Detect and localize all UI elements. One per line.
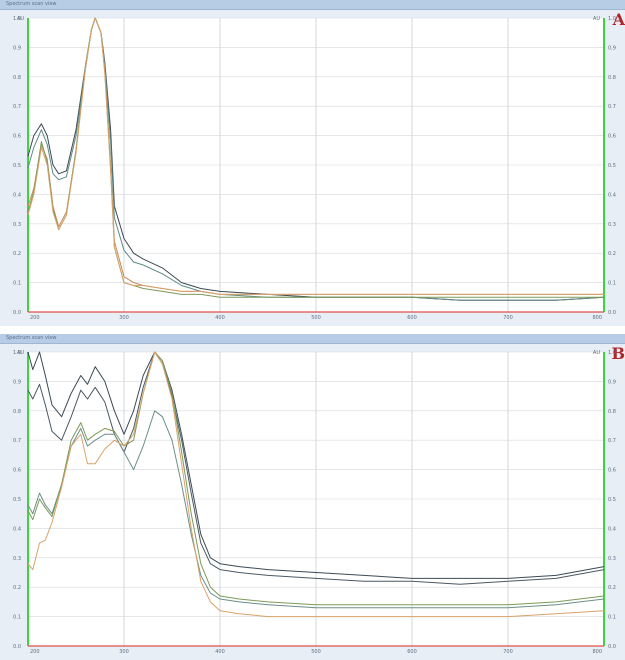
y-tick-label-right: 0.2 (608, 585, 616, 591)
y-tick-label-left: 0.7 (13, 438, 21, 444)
y-tick-label-left: 0.4 (13, 526, 21, 532)
x-tick-label: 400 (215, 315, 225, 321)
x-tick-label: 800 (592, 315, 602, 321)
x-tick-label: 500 (311, 649, 321, 655)
x-tick-label: 200 (30, 315, 40, 321)
y-tick-label-left: 0.6 (13, 468, 21, 474)
y-unit-right: AU (593, 16, 600, 22)
y-tick-label-left: 0.2 (13, 251, 21, 257)
series-line (27, 351, 605, 618)
window-title: Spectrum scan view (6, 335, 57, 341)
y-tick-label-left: 0.5 (13, 163, 21, 169)
y-tick-label-right: 0.4 (608, 192, 616, 198)
y-tick-label-right: 0.1 (608, 281, 616, 287)
spectrum-panel-a: Spectrum scan view A AU AU 0.0 0.0 0.1 0.1 0.2… (0, 0, 625, 326)
y-tick-label-left: 0.5 (13, 497, 21, 503)
y-tick-label-right: 0.2 (608, 251, 616, 257)
y-tick-label-left: 1.0 (13, 350, 21, 356)
y-tick-label-right: 0.8 (608, 409, 616, 415)
spectrum-chart-a: AU AU 0.0 0.0 0.1 0.1 0.2 0.2 0.3 0.3 0.4 0.4 0.5 0.5… (13, 16, 616, 321)
series-line (27, 17, 604, 295)
y-tick-label-right: 0.8 (608, 75, 616, 81)
window-titlebar: Spectrum scan view (0, 334, 625, 344)
spectrum-chart-b: AU AU 0.0 0.0 0.1 0.1 0.2 0.2 0.3 0.3 0.4 0.4 0.5 0.5… (13, 350, 616, 655)
x-tick-label: 400 (215, 649, 225, 655)
y-tick-label-left: 0.3 (13, 556, 21, 562)
window-titlebar: Spectrum scan view (0, 0, 625, 10)
spectrum-panel-b: Spectrum scan view B AU AU 0.0 0.0 0.1 0.1 0.2… (0, 334, 625, 660)
y-unit-right: AU (593, 350, 600, 356)
y-tick-label-right: 0.0 (608, 310, 616, 316)
y-tick-label-left: 0.4 (13, 192, 21, 198)
y-tick-label-right: 0.6 (608, 468, 616, 474)
x-tick-label: 600 (407, 649, 417, 655)
y-tick-label-right: 0.9 (608, 379, 616, 385)
x-tick-label: 500 (311, 315, 321, 321)
y-tick-label-right: 1.0 (608, 16, 616, 22)
y-tick-label-left: 1.0 (13, 16, 21, 22)
x-tick-label: 800 (592, 649, 602, 655)
y-tick-label-left: 0.3 (13, 222, 21, 228)
y-tick-label-right: 0.0 (608, 644, 616, 650)
y-tick-label-right: 0.9 (608, 45, 616, 51)
y-unit-left: AU (17, 16, 24, 22)
panel-label: A (612, 10, 625, 29)
y-tick-label-left: 0.8 (13, 409, 21, 415)
y-tick-label-right: 0.7 (608, 438, 616, 444)
panel-label: B (611, 344, 625, 363)
x-tick-label: 600 (407, 315, 417, 321)
x-tick-label: 700 (503, 315, 513, 321)
y-tick-label-right: 0.5 (608, 163, 616, 169)
y-tick-label-left: 0.1 (13, 615, 21, 621)
y-tick-label-left: 0.9 (13, 45, 21, 51)
y-tick-label-right: 0.3 (608, 222, 616, 228)
y-tick-label-left: 0.8 (13, 75, 21, 81)
x-tick-label: 200 (30, 649, 40, 655)
x-tick-label: 700 (503, 649, 513, 655)
y-tick-label-right: 0.1 (608, 615, 616, 621)
y-tick-label-left: 0.1 (13, 281, 21, 287)
y-tick-label-left: 0.2 (13, 585, 21, 591)
y-tick-label-left: 0.7 (13, 104, 21, 110)
x-tick-label: 300 (119, 315, 129, 321)
y-tick-label-right: 0.5 (608, 497, 616, 503)
x-tick-label: 300 (119, 649, 129, 655)
y-tick-label-left: 0.0 (13, 644, 21, 650)
y-tick-label-right: 0.6 (608, 134, 616, 140)
window-title: Spectrum scan view (6, 1, 57, 7)
y-tick-label-left: 0.6 (13, 134, 21, 140)
y-tick-label-right: 0.4 (608, 526, 616, 532)
y-tick-label-left: 0.0 (13, 310, 21, 316)
y-tick-label-right: 0.7 (608, 104, 616, 110)
y-unit-left: AU (17, 350, 24, 356)
y-tick-label-left: 0.9 (13, 379, 21, 385)
y-tick-label-right: 1.0 (608, 350, 616, 356)
series-line (27, 351, 605, 606)
y-tick-label-right: 0.3 (608, 556, 616, 562)
